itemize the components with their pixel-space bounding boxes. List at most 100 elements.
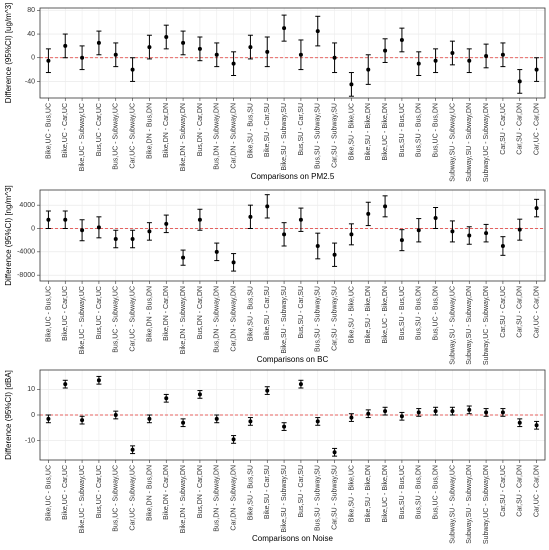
x-tick-label: Bike,UC - Car,UC [62,465,69,520]
y-tick-label: -4000 [17,249,35,256]
point [147,416,152,421]
x-tick-label: Bus,SU - Bus,UC [399,286,406,340]
x-tick-label: Bus,DN - Subway,DN [214,286,221,353]
x-tick-label: Subway,SU - Subway,DN [466,286,473,365]
x-tick-label: Car,UC - Car,DN [533,286,540,338]
x-tick-label: Subway,SU - Subway,DN [466,465,473,544]
x-tick-label: Bike,SU - Bus,SU [247,286,254,341]
point [80,228,85,233]
point [46,58,51,63]
point [433,216,438,220]
x-tick-label: Car,SU - Car,DN [517,103,524,155]
point [265,204,270,209]
point [349,232,354,237]
x-axis-title: Comparisons on BC [257,355,329,364]
point [46,217,51,222]
y-tick-label: 0 [31,55,35,62]
point [265,388,270,393]
x-tick-label: Bus,DN - Subway,DN [214,103,221,170]
x-tick-label: Bus,SU - Car,SU [298,465,305,518]
x-tick-label: Bus,SU - Bus,DN [416,465,423,519]
x-tick-label: Subway,SU - Subway,UC [449,103,456,182]
x-tick-label: Car,DN - Subway,DN [230,286,237,352]
x-tick-label: Bus,UC - Subway,UC [113,465,120,532]
x-tick-label: Bus,DN - Car,DN [197,286,204,339]
point [130,237,135,241]
point [315,419,320,424]
point [248,214,253,219]
x-tick-label: Subway,UC - Subway,DN [483,286,490,365]
point [265,49,270,54]
point [484,53,489,58]
point [484,410,489,415]
x-tick-label: Bike,SU - Subway,SU [281,103,288,171]
x-tick-label: Bike,DN - Subway,DN [180,103,187,171]
point [46,416,51,421]
x-tick-label: Bus,UC - Car,UC [96,103,103,156]
point [450,51,455,55]
x-tick-label: Bus,DN - Subway,DN [214,465,221,532]
y-tick-label: 0 [31,225,35,232]
x-tick-label: Bus,DN - Car,DN [197,103,204,156]
point [399,37,404,42]
point [517,227,522,232]
point [231,61,236,66]
plot-background [40,8,545,98]
x-tick-label: Car,UC - Car,DN [533,465,540,517]
x-tick-label: Bike,UC - Subway,UC [79,103,86,171]
point [332,55,337,60]
x-tick-label: Bike,UC - Bus,UC [45,286,52,342]
point [416,410,421,415]
x-tick-label: Bike,SU - Bike,DN [365,286,372,343]
x-tick-label: Bike,UC - Car,UC [62,286,69,341]
point [383,48,388,53]
point [399,238,404,243]
y-axis-title: Difference (95%CI) [ug/m^3] [4,3,13,104]
point [214,52,219,57]
point [517,420,522,425]
x-tick-label: Car,SU - Car,DN [517,286,524,338]
x-tick-label: Bike,SU - Subway,SU [281,286,288,354]
point [366,211,371,216]
x-tick-label: Bike,UC - Subway,UC [79,286,86,354]
point [366,67,371,72]
x-tick-label: Car,UC - Subway,UC [129,286,136,352]
point [416,228,421,233]
point [181,420,186,425]
x-tick-label: Bus,SU - Subway,SU [315,465,322,531]
x-tick-label: Bus,SU - Subway,SU [315,103,322,169]
y-tick-label: 80 [27,7,35,14]
y-tick-label: 10 [27,386,35,393]
point [96,225,101,230]
point [534,67,539,72]
y-tick-label: -10 [25,438,35,445]
point [467,407,472,412]
point [282,232,287,237]
x-tick-label: Bike,DN - Subway,DN [180,465,187,533]
x-tick-label: Bike,SU - Bike,DN [365,465,372,522]
point [500,244,505,248]
x-tick-label: Bike,UC - Bike,DN [382,465,389,523]
point [80,418,85,423]
point [231,437,236,442]
point [63,217,68,222]
y-axis-title: Difference (95%CI) [dBA] [4,370,13,460]
point [500,410,505,415]
point [484,231,489,236]
x-tick-label: Bus,UC - Bus,DN [432,103,439,157]
point [113,52,118,57]
point [315,244,320,248]
point [197,46,202,51]
y-tick-label: 4000 [19,202,35,209]
x-tick-label: Bus,SU - Bus,UC [399,103,406,157]
x-axis-title: Comparisons on PM2.5 [251,172,335,181]
point [214,249,219,254]
plot-border [39,369,546,461]
point [130,67,135,72]
x-tick-label: Bike,DN - Car,DN [163,103,170,158]
x-tick-label: Bike,DN - Subway,DN [180,286,187,354]
point [399,414,404,419]
x-tick-label: Subway,SU - Subway,DN [466,103,473,182]
x-tick-label: Car,DN - Subway,DN [230,103,237,169]
point [181,40,186,45]
